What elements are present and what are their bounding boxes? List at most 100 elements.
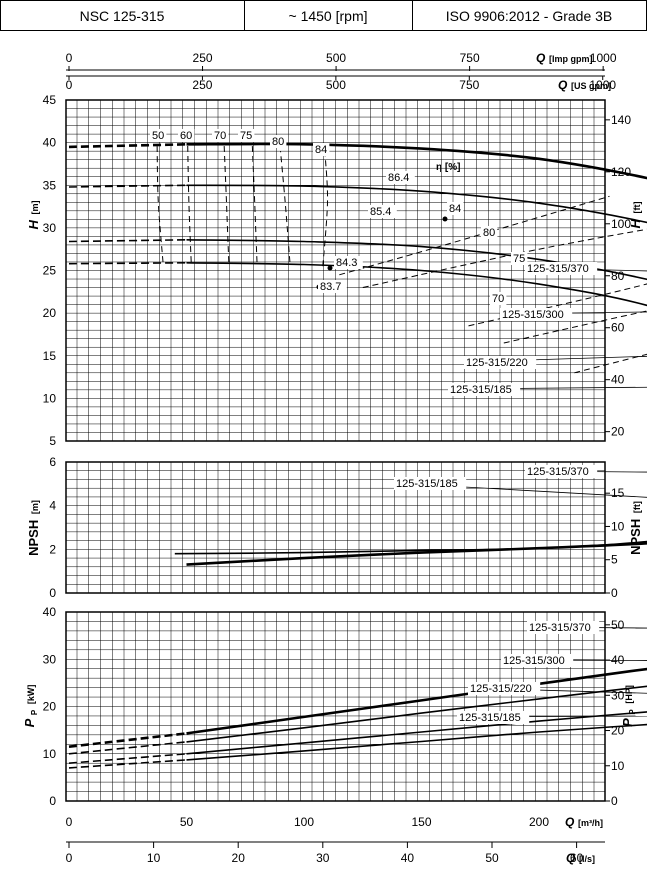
npsh-series-label-125-315-185: 125-315/185 xyxy=(396,478,458,490)
q-imp-tick-label: 1000 xyxy=(590,51,617,65)
bep-marker xyxy=(328,266,333,271)
npsh-ft-tick-label: 10 xyxy=(611,519,625,533)
head-series-label-125-315-300: 125-315/300 xyxy=(502,309,564,321)
npsh-ft-tick-label: 15 xyxy=(611,486,625,500)
h-ft-axis-label: H xyxy=(628,219,643,229)
head-curve-125-315-185 xyxy=(187,263,647,386)
q-ls-tick-label: 50 xyxy=(485,851,499,865)
head-curve-dashed-125-315-220 xyxy=(69,240,187,242)
npsh-tick-label: 2 xyxy=(49,542,56,556)
h-ft-tick-label: 40 xyxy=(611,373,625,387)
q-m3h-tick-label: 0 xyxy=(66,815,73,829)
q-imp-axis-title: Q [Imp gpm] xyxy=(536,51,593,65)
q-ls-tick-label: 30 xyxy=(316,851,330,865)
h-tick-label: 15 xyxy=(43,349,57,363)
bep-marker xyxy=(443,217,448,222)
q-ls-axis-unit: [l/s] xyxy=(579,854,595,864)
efficiency-line-70 xyxy=(224,144,229,262)
q-m3h-axis-unit: [m³/h] xyxy=(578,818,603,828)
p-hp-axis-unit: [HP] xyxy=(624,685,634,704)
h-ft-axis-unit: [ft] xyxy=(632,201,642,213)
h-axis-unit: [m] xyxy=(30,200,40,214)
h-tick-label: 10 xyxy=(43,391,57,405)
npsh-ft-axis-label: NPSH xyxy=(628,519,643,555)
q-m3h-tick-label: 50 xyxy=(180,815,194,829)
h-ft-tick-label: 140 xyxy=(611,113,631,127)
npsh-ft-tick-label: 5 xyxy=(611,553,618,567)
power-series-label-125-315-220: 125-315/220 xyxy=(470,683,532,695)
efficiency-value-label: 85.4 xyxy=(370,206,391,218)
npsh-tick-label: 0 xyxy=(49,586,56,600)
q-us-tick-label: 250 xyxy=(192,78,212,92)
head-curve-dashed-125-315-370 xyxy=(69,144,187,147)
h-tick-label: 35 xyxy=(43,178,57,192)
q-imp-axis-label: Q xyxy=(536,51,546,65)
npsh-tick-label: 4 xyxy=(49,499,56,513)
p-hp-axis-sub: P xyxy=(628,709,637,715)
p-axis-sub: P xyxy=(30,709,39,715)
head-series-label-125-315-185: 125-315/185 xyxy=(450,384,512,396)
npsh-axis-title: NPSH [m] xyxy=(26,500,41,556)
efficiency-value-label: 86.4 xyxy=(388,172,409,184)
q-m3h-tick-label: 100 xyxy=(294,815,314,829)
q-imp-tick-label: 750 xyxy=(460,51,480,65)
q-ls-tick-label: 40 xyxy=(401,851,415,865)
p-tick-label: 30 xyxy=(43,652,57,666)
q-imp-tick-label: 500 xyxy=(326,51,346,65)
h-ft-axis-title: H [ft] xyxy=(628,201,643,228)
efficiency-value-label: 83.7 xyxy=(320,281,341,293)
head-series-label-125-315-220: 125-315/220 xyxy=(466,357,528,369)
q-us-tick-label: 0 xyxy=(66,78,73,92)
efficiency-value-label: 80 xyxy=(483,227,495,239)
q-imp-tick-label: 0 xyxy=(66,51,73,65)
q-m3h-tick-label: 150 xyxy=(411,815,431,829)
power-series-label-125-315-185: 125-315/185 xyxy=(459,712,521,724)
power-series-label-125-315-300: 125-315/300 xyxy=(503,655,565,667)
labels: 125-315/370125-315/300125-315/220125-315… xyxy=(150,129,647,724)
efficiency-value-label: 60 xyxy=(180,130,192,142)
h-ft-tick-label: 80 xyxy=(611,269,625,283)
h-ft-tick-label: 60 xyxy=(611,321,625,335)
efficiency-value-label: 75 xyxy=(513,253,525,265)
p-hp-tick-label: 50 xyxy=(611,618,625,632)
power-curve-125-315-185 xyxy=(187,715,647,760)
efficiency-value-label: 70 xyxy=(492,293,504,305)
q-m3h-axis-title: Q [m³/h] xyxy=(565,815,603,829)
header-standard: ISO 9906:2012 - Grade 3B xyxy=(446,8,613,24)
npsh-ft-axis-title: NPSH [ft] xyxy=(628,501,643,555)
efficiency-value-label: 84 xyxy=(315,144,327,156)
npsh-axis-label: NPSH xyxy=(26,520,41,556)
p-hp-tick-label: 0 xyxy=(611,794,618,808)
efficiency-value-label: 84.3 xyxy=(336,257,357,269)
p-axis-label: P xyxy=(22,718,37,727)
npsh-ft-tick-label: 0 xyxy=(611,586,618,600)
p-axis-unit: [kW] xyxy=(26,685,36,705)
efficiency-value-label: 70 xyxy=(214,130,226,142)
h-tick-label: 30 xyxy=(43,221,57,235)
h-ft-tick-label: 20 xyxy=(611,425,625,439)
q-ls-tick-label: 0 xyxy=(66,851,73,865)
head-curve-dashed-125-315-185 xyxy=(69,263,187,264)
npsh-curve-125-315-185 xyxy=(175,508,647,554)
q-m3h-axis-label: Q xyxy=(565,815,575,829)
efficiency-value-label: 50 xyxy=(152,130,164,142)
p-axis-title: P P [kW] xyxy=(22,685,40,728)
axis-ticks: 0250500750100012501500025050075010001250… xyxy=(43,51,647,865)
q-imp-tick-label: 250 xyxy=(193,51,213,65)
head-curve-125-315-370 xyxy=(187,144,647,279)
q-ls-tick-label: 10 xyxy=(147,851,161,865)
q-m3h-tick-label: 200 xyxy=(529,815,549,829)
q-us-axis-title: Q [US gpm] xyxy=(558,78,611,92)
npsh-axis-unit: [m] xyxy=(30,500,40,514)
p-tick-label: 0 xyxy=(49,794,56,808)
efficiency-line-60 xyxy=(188,145,192,262)
q-us-tick-label: 500 xyxy=(326,78,346,92)
header: NSC 125-315 ~ 1450 [rpm] ISO 9906:2012 -… xyxy=(1,1,647,31)
npsh-ft-axis-unit: [ft] xyxy=(632,501,642,513)
q-us-axis-label: Q xyxy=(558,78,568,92)
power-curve-dashed-125-315-370 xyxy=(69,733,187,746)
q-ls-axis-label: Q xyxy=(566,851,576,865)
h-tick-label: 20 xyxy=(43,306,57,320)
p-tick-label: 20 xyxy=(43,700,57,714)
